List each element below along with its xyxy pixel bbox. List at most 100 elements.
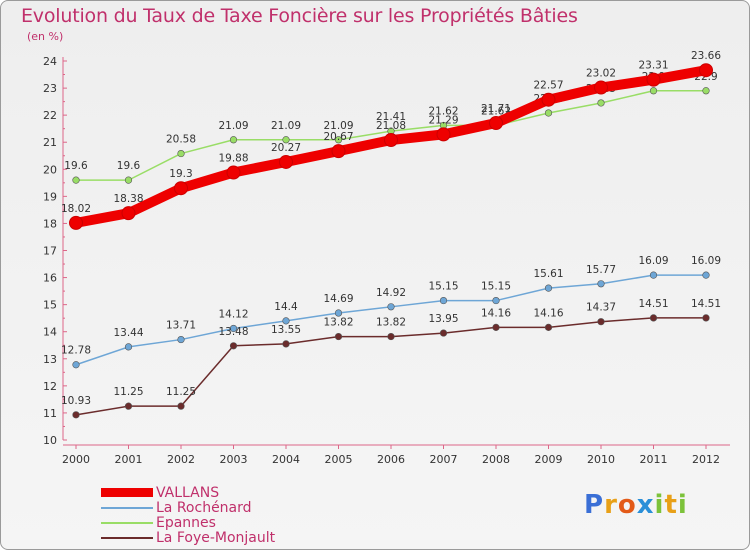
data-point bbox=[597, 280, 605, 288]
data-label: 21.71 bbox=[481, 103, 511, 115]
logo-letter: x bbox=[636, 490, 655, 520]
data-point bbox=[439, 296, 448, 305]
x-tick-label: 2007 bbox=[430, 453, 458, 466]
legend-label: VALLANS bbox=[156, 484, 220, 501]
data-label: 19.3 bbox=[169, 168, 192, 180]
data-label: 21.62 bbox=[428, 105, 458, 117]
data-label: 20.27 bbox=[271, 142, 301, 154]
data-label: 15.61 bbox=[533, 268, 563, 280]
series-la-foye-monjault: 10.93 11.25 11.25 13.48 13.55 13.82 13.82 13.95… bbox=[61, 298, 721, 419]
data-point bbox=[387, 332, 395, 341]
data-label: 13.95 bbox=[428, 313, 458, 325]
data-label: 21.08 bbox=[376, 120, 406, 132]
data-label: 18.38 bbox=[113, 193, 143, 205]
data-label: 14.92 bbox=[376, 287, 406, 299]
data-label: 14.4 bbox=[274, 301, 298, 313]
data-label: 11.25 bbox=[166, 386, 196, 398]
y-tick-label: 15 bbox=[43, 299, 57, 312]
legend-label: La Foye-Monjault bbox=[156, 529, 276, 546]
data-label: 19.6 bbox=[117, 160, 141, 172]
x-tick-label: 2006 bbox=[377, 453, 405, 466]
data-point bbox=[331, 144, 346, 159]
data-point bbox=[69, 215, 83, 230]
data-point bbox=[229, 136, 238, 144]
data-point bbox=[702, 314, 710, 322]
x-tick-label: 2011 bbox=[640, 453, 668, 466]
logo-letter: i bbox=[677, 490, 688, 520]
data-point bbox=[177, 402, 185, 410]
data-label: 14.51 bbox=[691, 298, 721, 310]
data-point bbox=[124, 176, 133, 184]
data-point bbox=[702, 271, 710, 279]
data-label: 14.12 bbox=[218, 308, 248, 320]
y-tick-label: 11 bbox=[43, 407, 57, 420]
data-label: 13.82 bbox=[376, 317, 406, 329]
y-tick-label: 19 bbox=[43, 190, 57, 203]
data-label: 11.25 bbox=[113, 386, 143, 398]
series-line bbox=[75, 317, 707, 416]
series-la-roch-nard: 12.78 13.44 13.71 14.12 14.4 14.69 14.92 15.15 1… bbox=[61, 255, 721, 369]
data-label: 13.71 bbox=[166, 320, 196, 332]
data-label: 20.67 bbox=[323, 131, 353, 143]
data-label: 15.15 bbox=[481, 281, 511, 293]
data-point bbox=[334, 332, 343, 341]
logo-letter: t bbox=[664, 490, 678, 520]
y-tick-label: 16 bbox=[43, 272, 57, 285]
data-label: 13.55 bbox=[271, 324, 301, 336]
data-point bbox=[387, 303, 395, 311]
y-tick-label: 14 bbox=[43, 326, 57, 339]
data-label: 10.93 bbox=[61, 395, 91, 407]
data-label: 12.78 bbox=[61, 345, 91, 357]
y-tick-label: 17 bbox=[43, 245, 57, 258]
data-point bbox=[229, 324, 238, 333]
data-label: 21.41 bbox=[376, 111, 406, 123]
data-point bbox=[334, 309, 343, 317]
data-point bbox=[229, 342, 238, 350]
x-tick-label: 2008 bbox=[482, 453, 510, 466]
y-tick-label: 24 bbox=[43, 55, 57, 68]
y-tick-label: 10 bbox=[43, 434, 57, 447]
x-tick-label: 2001 bbox=[115, 453, 143, 466]
data-label: 22.57 bbox=[533, 80, 563, 92]
data-label: 15.77 bbox=[586, 264, 616, 276]
data-point bbox=[492, 296, 500, 305]
y-tick-label: 18 bbox=[43, 217, 57, 230]
x-tick-label: 2012 bbox=[692, 453, 720, 466]
y-tick-label: 20 bbox=[43, 163, 57, 176]
data-point bbox=[544, 109, 553, 117]
data-point bbox=[492, 323, 500, 331]
data-label: 14.16 bbox=[481, 307, 511, 319]
data-point bbox=[439, 329, 448, 337]
x-tick-label: 2002 bbox=[167, 453, 195, 466]
logo-letter: o bbox=[617, 490, 637, 520]
data-label: 13.48 bbox=[218, 326, 248, 338]
data-point bbox=[489, 115, 503, 130]
data-point bbox=[384, 133, 398, 148]
data-label: 21.09 bbox=[323, 120, 353, 132]
logo-letter: i bbox=[654, 490, 665, 520]
data-label: 16.09 bbox=[638, 255, 668, 267]
x-tick-label: 2003 bbox=[220, 453, 248, 466]
x-tick-label: 2000 bbox=[62, 453, 90, 466]
data-point bbox=[72, 411, 80, 419]
data-label: 23.66 bbox=[691, 50, 721, 62]
data-point bbox=[282, 136, 290, 144]
data-point bbox=[702, 87, 710, 95]
axes: 10 11 12 13 14 15 16 17 18 19 20 21 22 23 24 2000 2001 20… bbox=[43, 55, 730, 466]
data-point bbox=[124, 402, 133, 410]
data-label: 21.09 bbox=[271, 120, 301, 132]
y-tick-label: 22 bbox=[43, 109, 57, 122]
proxiti-logo: Proxiti bbox=[584, 490, 688, 520]
data-label: 23.31 bbox=[638, 60, 668, 72]
data-label: 14.37 bbox=[586, 302, 616, 314]
data-point bbox=[436, 127, 451, 142]
logo-letter: r bbox=[604, 490, 618, 520]
legend-item: La Rochénard bbox=[101, 500, 252, 516]
legend-item: Epannes bbox=[101, 515, 216, 531]
data-point bbox=[699, 63, 713, 78]
data-label: 20.58 bbox=[166, 134, 196, 146]
data-point bbox=[544, 323, 553, 331]
data-point bbox=[544, 284, 553, 292]
data-point bbox=[597, 99, 605, 107]
